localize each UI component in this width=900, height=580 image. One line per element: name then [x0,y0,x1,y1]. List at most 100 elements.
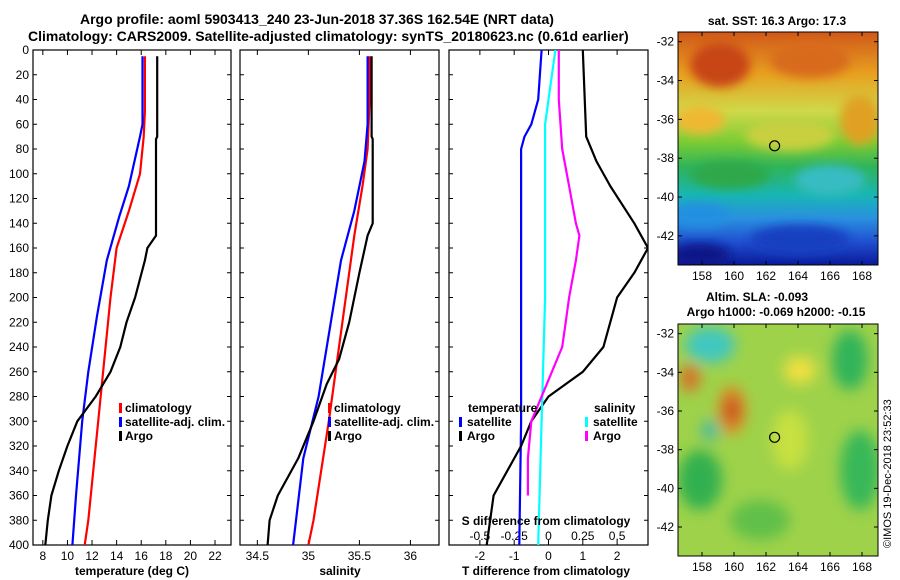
temperature-axes [32,49,232,546]
x-tick-label: 35.5 [348,549,372,563]
y-tick-label: 340 [9,464,29,478]
y-tick-label: 360 [9,489,29,503]
series-line-argo [44,56,159,545]
y-tick-label: 40 [16,93,30,107]
y-tick-label: 100 [9,167,29,181]
legend-title-temperature: temperature [468,401,538,415]
x-tick-label: 14 [110,549,124,563]
map-y-tick-label: -32 [657,35,675,49]
temperature-xlabel: temperature (deg C) [75,564,189,578]
map-x-tick-label: 158 [692,560,712,574]
salinity-y-ticks [240,49,439,546]
sst-map-image [678,32,878,265]
x-tick-label: 12 [85,549,99,563]
salinity-xlabel: salinity [319,564,361,578]
sla-map-panel: Altim. SLA: -0.093 Argo h1000: -0.069 h2… [657,290,879,574]
s-tick-label: 0.5 [609,529,626,543]
map-y-tick-label: -40 [657,190,675,204]
imos-credit: ©IMOS 19-Dec-2018 23:52:33 [882,399,894,548]
x-tick-label: 10 [61,549,75,563]
x-tick-label: 2 [614,549,621,563]
s-tick-label: -0.25 [501,529,529,543]
legend-swatch-satellite [328,417,331,427]
salinity-lines [266,56,374,545]
legend-swatch-argo [328,431,331,441]
map-x-tick-label: 168 [852,269,872,283]
salinity-legend: climatology satellite-adj. clim. Argo [328,401,434,443]
y-tick-label: 120 [9,192,29,206]
temperature-panel: 0 20 40 60 80 100 120 140 160 180 200 220 240 260 280 3… [9,43,232,578]
series-line-climatology [83,56,146,545]
y-tick-label: 260 [9,365,29,379]
series-line-argo [266,56,374,545]
difference-legend-salinity: salinity satellite Argo [585,401,638,443]
y-tick-label: 280 [9,390,29,404]
series-line-t-argo [485,50,648,545]
x-tick-label: -2 [475,549,486,563]
series-line-s-argo [526,50,581,496]
sst-map-y-ticks: -32 -34 -36 -38 -40 -42 [657,35,878,243]
x-tick-label: 35 [302,549,316,563]
difference-axes [448,49,649,546]
sla-map-frame [677,323,879,557]
difference-xlabel-t: T difference from climatology [462,564,630,578]
temperature-x-ticks: 8 10 12 14 16 18 20 22 [39,50,222,563]
legend-label-satellite: satellite-adj. clim. [125,415,225,429]
legend-label-t-argo: Argo [467,429,495,443]
y-tick-label: 60 [16,117,30,131]
temperature-lines [44,56,159,545]
map-y-tick-label: -38 [657,443,675,457]
y-tick-label: 140 [9,216,29,230]
series-line-satellite-adj-clim- [292,56,369,545]
y-tick-label: 20 [16,68,30,82]
legend-label-t-satellite: satellite [467,415,512,429]
map-x-tick-label: 166 [820,560,840,574]
legend-swatch-satellite [119,417,122,427]
difference-panel: -2 -1 0 1 2 -0.5 -0.25 0 0.25 0.5 T difference f… [448,49,649,578]
legend-label-argo: Argo [334,429,362,443]
map-y-tick-label: -32 [657,327,675,341]
map-y-tick-label: -36 [657,112,675,126]
map-x-tick-label: 158 [692,269,712,283]
y-tick-label: 0 [22,43,29,57]
x-tick-label: 18 [159,549,173,563]
s-tick-label: -0.5 [470,529,491,543]
y-tick-label: 300 [9,414,29,428]
salinity-panel: 34.5 35 35.5 36 salinity climatology satell… [239,49,440,578]
map-y-tick-label: -42 [657,229,675,243]
y-tick-label: 200 [9,291,29,305]
legend-swatch-climatology [119,403,122,413]
x-tick-label: 1 [579,549,586,563]
difference-x-ticks: -2 -1 0 1 2 [475,50,621,563]
map-y-tick-label: -40 [657,481,675,495]
x-tick-label: -1 [509,549,520,563]
legend-label-s-argo: Argo [593,429,621,443]
legend-label-climatology: climatology [334,401,401,415]
x-tick-label: 20 [184,549,198,563]
temperature-legend: climatology satellite-adj. clim. Argo [119,401,225,443]
legend-title-salinity: salinity [594,401,636,415]
x-tick-label: 36 [404,549,418,563]
header-line-1: Argo profile: aoml 5903413_240 23-Jun-20… [80,11,554,27]
y-tick-label: 220 [9,315,29,329]
map-x-tick-label: 168 [852,560,872,574]
map-x-tick-label: 164 [788,269,808,283]
sla-argo-marker [768,431,781,443]
map-x-tick-label: 162 [756,560,776,574]
sst-map-x-ticks: 158 160 162 164 166 168 [692,32,872,283]
map-x-tick-label: 164 [788,560,808,574]
x-tick-label: 0 [545,549,552,563]
difference-y-ticks [449,49,648,546]
sla-map-title: Altim. SLA: -0.093 [706,290,808,304]
map-y-tick-label: -36 [657,404,675,418]
legend-swatch-s-argo [585,431,588,441]
map-y-tick-label: -42 [657,520,675,534]
temperature-y-ticks: 0 20 40 60 80 100 120 140 160 180 200 220 240 260 280 3… [9,43,231,552]
legend-swatch-argo [119,431,122,441]
legend-label-argo: Argo [125,429,153,443]
map-x-tick-label: 160 [724,269,744,283]
difference-xlabel-s: S difference from climatology [462,514,631,528]
map-x-tick-label: 162 [756,269,776,283]
sst-map-frame [677,31,879,266]
x-tick-label: 16 [135,549,149,563]
